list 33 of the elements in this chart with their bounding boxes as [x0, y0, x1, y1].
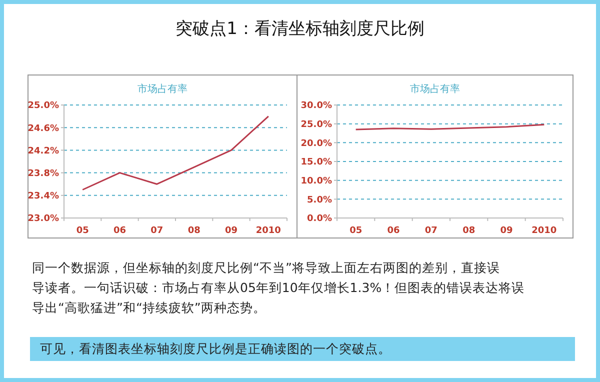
text: 导出“高歌猛进”和“持续疲软”两种态势。: [32, 300, 266, 315]
x-tick-label: 2010: [532, 226, 557, 236]
text: 突破点1：看清坐标轴刻度尺比例: [176, 19, 424, 39]
y-tick-label: 0.0%: [307, 214, 332, 224]
y-tick-label: 30.0%: [300, 101, 332, 112]
text: 导读者。一句话识破：市场占有率从05年到10年仅增长1.3%！但图表的错误表达将误: [32, 280, 525, 295]
y-tick-label: 25.0%: [300, 120, 332, 130]
chart-title: 市场占有率: [138, 83, 188, 95]
x-tick-label: 05: [76, 226, 89, 236]
x-tick-label: 05: [350, 226, 362, 236]
y-tick-label: 24.6%: [28, 124, 59, 134]
x-tick-label: 08: [462, 226, 476, 236]
x-tick-label: 08: [188, 226, 200, 236]
line-series: [82, 116, 270, 190]
y-tick-label: 23.4%: [28, 192, 59, 202]
text: 同一个数据源，但坐标轴的刻度尺比例“不当”将导致上面左右两图的差别，直接误: [32, 260, 500, 275]
x-tick-label: 06: [113, 226, 126, 236]
x-tick-label: 2010: [256, 226, 281, 236]
chart-title: 市场占有率: [410, 83, 460, 95]
x-tick-label: 07: [150, 226, 164, 236]
x-tick-label: 07: [424, 226, 438, 236]
text: 可见，看清图表坐标轴刻度尺比例是正确读图的一个突破点。: [40, 341, 391, 356]
x-tick-label: 09: [224, 226, 238, 236]
x-tick-label: 06: [387, 226, 400, 236]
y-tick-label: 23.8%: [28, 168, 59, 179]
y-tick-label: 15.0%: [300, 158, 332, 168]
y-tick-label: 25.0%: [28, 101, 59, 112]
y-tick-label: 10.0%: [300, 176, 332, 186]
x-tick-label: 09: [500, 226, 513, 236]
y-tick-label: 23.0%: [28, 214, 59, 224]
y-tick-label: 24.2%: [28, 146, 59, 156]
y-tick-label: 5.0%: [307, 195, 332, 206]
y-tick-label: 20.0%: [300, 138, 332, 149]
